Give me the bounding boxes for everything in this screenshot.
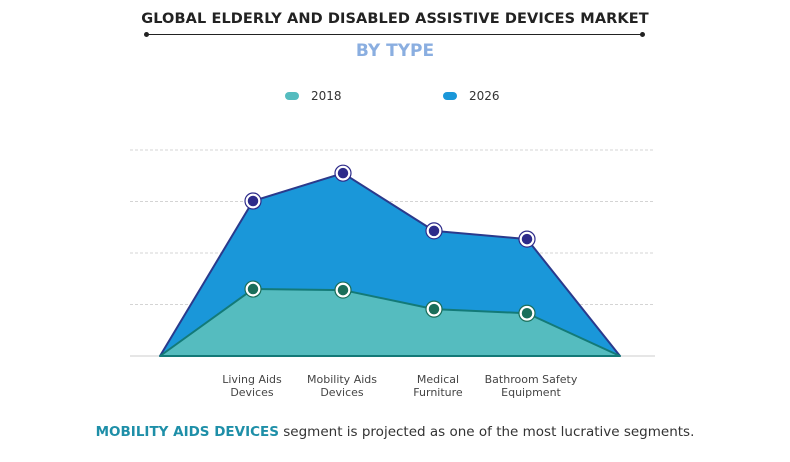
chart-subtitle: BY TYPE [355,41,435,61]
x-label-living-aids: Living Aids Devices [222,373,282,399]
point-ring-2026 [334,164,352,182]
legend-swatch-2018 [285,92,299,100]
footer-text: segment is projected as one of the most … [278,424,695,440]
x-label-bathroom-safety: Bathroom Safety Equipment [484,373,578,399]
point-2026 [245,193,261,209]
point-ring-2018 [334,281,352,299]
x-label-mobility-aids: Mobility Aids Devices [307,373,377,399]
point-ring-2018 [518,304,536,322]
point-2018 [335,282,351,298]
footer-note: MOBILITY AIDS DEVICES segment is project… [0,424,790,440]
legend-swatch-2026 [443,92,457,100]
point-2026 [426,223,442,239]
legend-item-2026: 2026 [443,89,500,103]
point-ring-2026 [244,192,262,210]
chart-title: GLOBAL ELDERLY AND DISABLED ASSISTIVE DE… [141,11,649,27]
point-ring-2026 [425,222,443,240]
point-2018 [245,281,261,297]
legend-label-2018: 2018 [311,89,342,103]
title-divider [144,32,645,37]
point-2026 [519,231,535,247]
legend-item-2018: 2018 [285,89,342,103]
footer-highlight: MOBILITY AIDS DEVICES [95,424,279,440]
point-2026 [335,165,351,181]
legend-label-2026: 2026 [469,89,500,103]
point-ring-2018 [244,280,262,298]
x-label-medical-furniture: Medical Furniture [413,373,463,399]
point-ring-2018 [425,300,443,318]
point-2018 [519,305,535,322]
point-2018 [426,301,442,317]
point-ring-2026 [518,230,536,248]
